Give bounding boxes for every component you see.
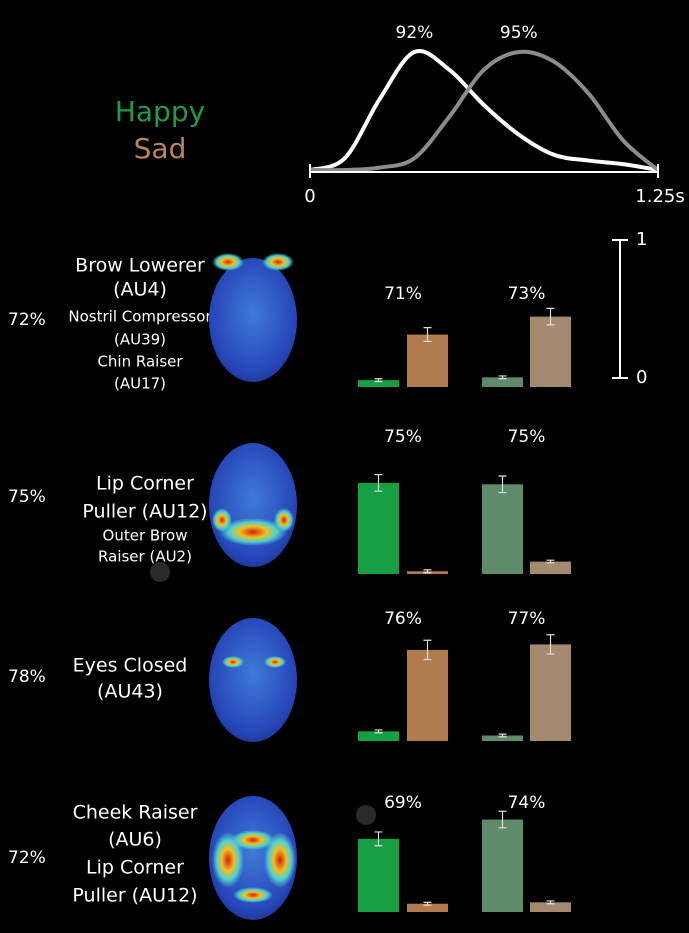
bar (482, 484, 523, 574)
group-accuracy: 75% (384, 427, 422, 447)
au-label: Outer Brow (103, 527, 188, 545)
x-tick-label: 0 (304, 186, 315, 207)
bar (482, 377, 523, 387)
au-label: (AU43) (97, 681, 163, 703)
peak-label: 95% (500, 23, 538, 43)
au-label: Cheek Raiser (73, 802, 198, 824)
bar (530, 644, 571, 741)
au-label: Lip Corner (96, 473, 194, 495)
face-activation (212, 508, 232, 532)
face (209, 618, 297, 742)
group-accuracy: 74% (508, 793, 546, 813)
error-bar (498, 375, 507, 380)
error-bar (423, 327, 432, 343)
bar (530, 316, 571, 387)
face-activation (219, 518, 287, 546)
group-accuracy: 76% (384, 609, 422, 629)
error-bar (546, 900, 555, 905)
bar (358, 838, 399, 912)
face-activation (262, 253, 294, 271)
error-bar (546, 559, 555, 564)
au-label: Lip Corner (86, 857, 184, 879)
au-label: Puller (AU12) (82, 501, 207, 523)
face-activation (212, 253, 244, 271)
bar (358, 731, 399, 741)
x-tick-label: 1.25s (635, 186, 684, 207)
bar (407, 903, 448, 912)
au-label: Chin Raiser (97, 353, 183, 371)
bar (407, 649, 448, 741)
peak-label: 92% (396, 23, 434, 43)
error-bar (498, 810, 507, 829)
au-label: Eyes Closed (73, 655, 188, 677)
group-accuracy: 69% (384, 793, 422, 813)
group-accuracy: 73% (508, 284, 546, 304)
face-activation (233, 887, 273, 903)
error-bar (546, 634, 555, 655)
curve (309, 49, 660, 173)
au-label: Puller (AU12) (72, 885, 197, 907)
group-accuracy: 71% (384, 284, 422, 304)
group-accuracy: 77% (508, 609, 546, 629)
row-accuracy: 72% (8, 848, 46, 868)
legend-entry: Sad (134, 132, 187, 165)
au-label: (AU17) (114, 375, 166, 393)
error-bar (374, 729, 383, 734)
au-label: Nostril Compressor (68, 308, 212, 326)
face (209, 796, 297, 920)
row-accuracy: 72% (8, 310, 46, 330)
au-label: (AU39) (114, 331, 166, 349)
error-bar (498, 475, 507, 494)
face (209, 443, 297, 567)
bar (358, 482, 399, 574)
error-bar (546, 307, 555, 326)
error-bar (423, 569, 432, 574)
cursor-dot (356, 805, 376, 825)
group-accuracy: 75% (508, 427, 546, 447)
error-bar (374, 378, 383, 383)
bar (358, 380, 399, 387)
bar (407, 334, 448, 387)
face-activation (264, 832, 296, 888)
bar (482, 735, 523, 741)
au-label: Brow Lowerer (75, 255, 205, 277)
error-bar (374, 831, 383, 847)
error-bar (374, 474, 383, 492)
face-activation (264, 656, 286, 668)
bar (482, 819, 523, 912)
error-bar (423, 901, 432, 906)
error-bar (423, 639, 432, 661)
bar (530, 561, 571, 574)
row-accuracy: 78% (8, 667, 46, 687)
face-activation (231, 830, 275, 850)
face-activation (222, 656, 244, 668)
au-label: Raiser (AU2) (98, 548, 192, 566)
legend-entry: Happy (115, 95, 205, 128)
error-bar (498, 733, 507, 738)
face-activation (274, 508, 294, 532)
curve (309, 48, 659, 172)
face (209, 258, 297, 382)
scale-tick-label: 0 (636, 367, 647, 388)
bar (530, 902, 571, 912)
cursor-dot (150, 562, 170, 582)
scale-tick-label: 1 (636, 229, 647, 250)
au-label: (AU4) (113, 279, 167, 301)
row-accuracy: 75% (8, 487, 46, 507)
au-label: (AU6) (108, 829, 162, 851)
